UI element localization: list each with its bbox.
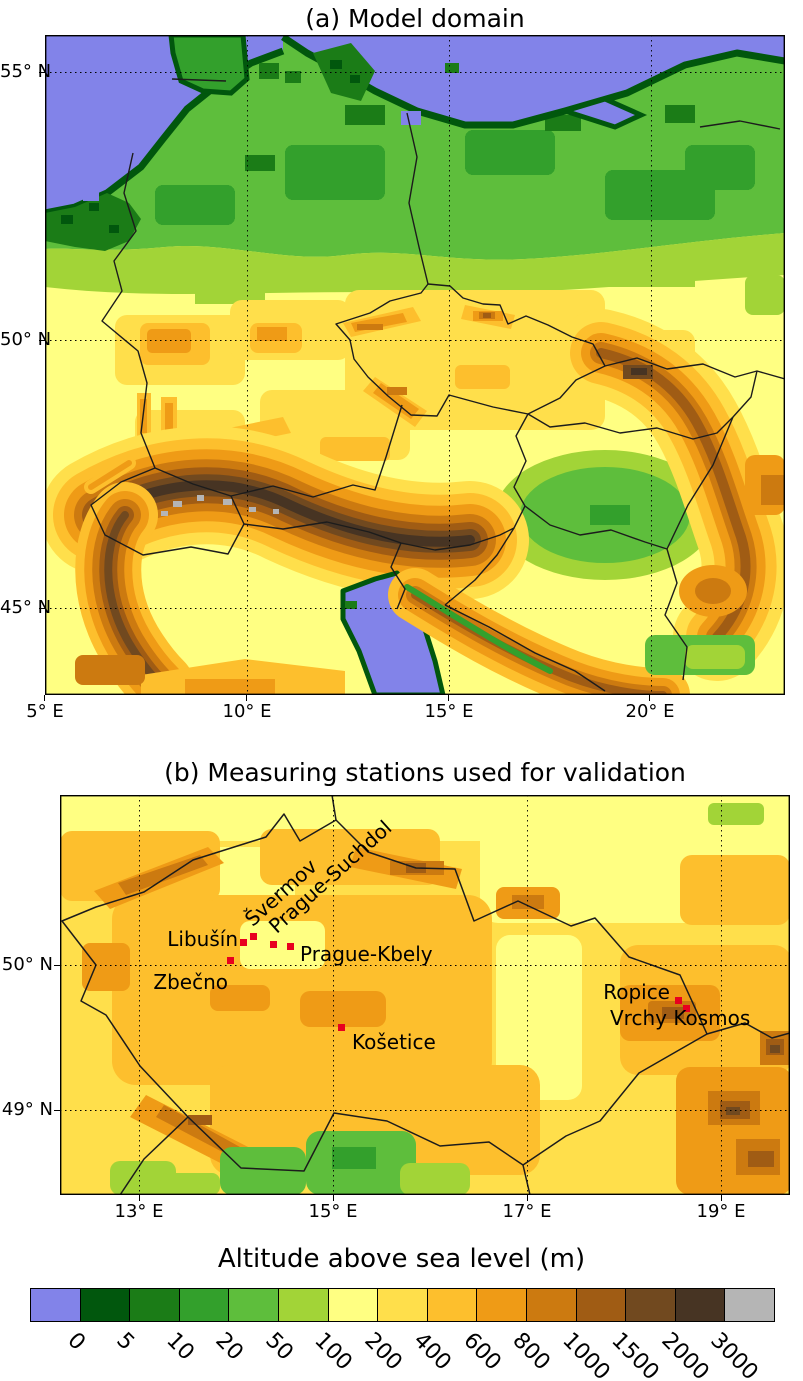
station-marker-ropice (675, 997, 682, 1004)
legend-color-cell (80, 1289, 131, 1321)
axis-tick (721, 1195, 722, 1201)
axis-tick (44, 695, 45, 701)
legend-tick-label: 3000 (705, 1328, 764, 1381)
panel-b-title: (b) Measuring stations used for validati… (164, 758, 686, 787)
y-tick-label: 50° N (0, 329, 52, 350)
station-marker-prague-kbely (287, 943, 294, 950)
station-marker-zbecno (227, 957, 234, 964)
adriatic-sea (340, 570, 446, 698)
panel-a-map (41, 32, 790, 722)
legend-tick-label: 10 (160, 1328, 199, 1366)
legend-color-cell (378, 1289, 428, 1321)
axis-tick (448, 695, 449, 701)
legend-color-cell (725, 1289, 774, 1321)
axis-tick (54, 1110, 60, 1111)
legend-color-cell (229, 1289, 279, 1321)
legend-color-cell (576, 1289, 627, 1321)
x-tick-label: 15° E (308, 1201, 358, 1222)
legend-color-cell (328, 1289, 379, 1321)
x-tick-label: 13° E (114, 1201, 164, 1222)
station-marker-vrchy-kosmos (683, 1005, 690, 1012)
czech-border (61, 813, 708, 1172)
station-label-vrchy-kosmos: Vrchy Kosmos (610, 1006, 751, 1030)
legend-color-cell (278, 1289, 329, 1321)
legend-tick-label: 1500 (606, 1328, 664, 1381)
legend-tick-label: 200 (359, 1328, 407, 1376)
legend-color-cell (130, 1289, 180, 1321)
dinarides (388, 568, 690, 722)
country-borders-b (61, 794, 791, 1196)
panel-b-map: Zbečno Libušín Švermov Prague-Suchdol Pr… (59, 794, 792, 1196)
station-label-libusin: Libušín (167, 927, 238, 951)
legend-color-cell (179, 1289, 230, 1321)
x-tick-label: 17° E (502, 1201, 552, 1222)
x-tick-label: 20° E (625, 701, 675, 722)
station-label-kosetice: Košetice (352, 1030, 436, 1054)
legend-color-cell (526, 1289, 577, 1321)
x-tick-label: 5° E (26, 701, 64, 722)
axis-tick (649, 695, 650, 701)
legend-ticks: 0 5 10 20 50 100 200 400 600 800 1000 1500 2000 3000 (30, 1326, 800, 1381)
panel-a-terrain-svg (41, 32, 790, 722)
czech-border (335, 283, 606, 417)
map-frame-a (44, 34, 785, 695)
alps (41, 426, 529, 718)
legend-color-cell (31, 1289, 81, 1321)
axis-tick (39, 608, 45, 609)
panel-b-terrain-svg (59, 794, 792, 1196)
legend-tick-label: 1000 (557, 1328, 615, 1381)
legend-tick-label: 100 (309, 1328, 357, 1376)
legend-tick-label: 400 (408, 1328, 456, 1376)
y-tick-label: 49° N (1, 1099, 53, 1120)
legend-tick-label: 5 (111, 1328, 139, 1356)
axis-tick (54, 965, 60, 966)
axis-tick (246, 695, 247, 701)
legend-color-cell (675, 1289, 726, 1321)
terrain-layer-b (60, 795, 792, 1195)
legend-color-cell (427, 1289, 478, 1321)
station-label-prague-kbely: Prague-Kbely (300, 942, 433, 966)
y-tick-label: 55° N (0, 61, 52, 82)
station-label-zbecno: Zbečno (153, 970, 228, 994)
axis-tick (39, 72, 45, 73)
legend-color-cell (477, 1289, 527, 1321)
legend-tick-label: 50 (259, 1328, 298, 1366)
legend-tick-label: 0 (61, 1328, 90, 1356)
panel-a-title: (a) Model domain (305, 4, 525, 33)
map-frame-b (59, 794, 790, 1196)
y-tick-label: 50° N (1, 954, 53, 975)
gridlines-b (60, 795, 790, 1195)
station-marker-libusin (240, 939, 247, 946)
axis-tick (333, 1195, 334, 1201)
country-borders-a (90, 78, 786, 692)
legend-tick-label: 2000 (656, 1328, 714, 1381)
legend-tick-label: 600 (458, 1328, 506, 1376)
x-tick-label: 19° E (696, 1201, 746, 1222)
station-marker-svermov (250, 933, 257, 940)
legend-tick-label: 800 (507, 1328, 556, 1376)
x-tick-label: 10° E (222, 701, 272, 722)
station-marker-prague-suchdol (270, 941, 277, 948)
gridlines-a (45, 35, 785, 695)
axis-tick (527, 1195, 528, 1201)
terrain-layer-a (41, 32, 790, 722)
legend-title: Altitude above sea level (m) (217, 1244, 586, 1274)
y-tick-label: 45° N (0, 597, 52, 618)
legend-tick-label: 20 (210, 1328, 248, 1366)
legend-colorbar (30, 1288, 775, 1322)
x-tick-label: 15° E (424, 701, 474, 722)
axis-tick (139, 1195, 140, 1201)
axis-tick (39, 340, 45, 341)
baltic-sea (283, 35, 785, 125)
station-label-ropice: Ropice (603, 980, 670, 1004)
legend-color-cell (626, 1289, 676, 1321)
station-marker-kosetice (338, 1024, 345, 1031)
